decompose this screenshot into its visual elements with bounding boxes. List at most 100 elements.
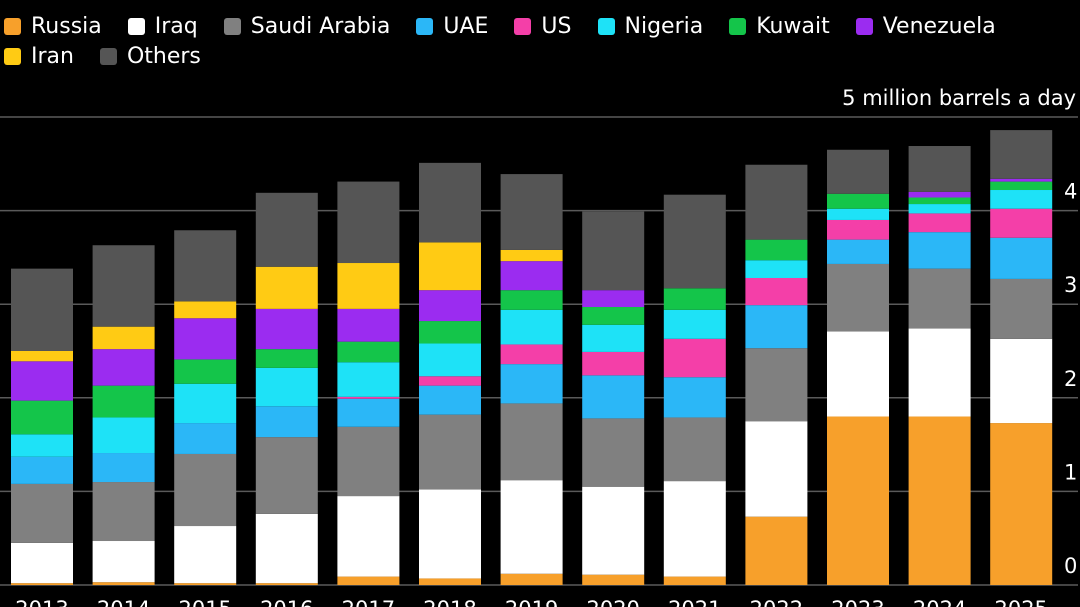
bar-2015-iraq — [174, 526, 237, 584]
legend-label: Others — [126, 43, 201, 69]
bar-2015-uae — [174, 423, 237, 454]
x-tick-label-2019: 2019 — [505, 597, 558, 607]
bar-2016-venezuela — [255, 308, 318, 350]
bar-2019-russia — [500, 573, 563, 585]
bar-2019-kuwait — [500, 290, 563, 310]
bar-2025-venezuela — [990, 178, 1053, 182]
bar-2014-russia — [92, 582, 155, 585]
bar-2021-kuwait — [663, 288, 726, 310]
bar-2013-saudi-arabia — [11, 483, 73, 543]
bar-2013-russia — [11, 583, 73, 585]
x-tick-label-2018: 2018 — [423, 597, 476, 607]
bar-2020-others — [582, 211, 645, 291]
bar-2015-russia — [174, 583, 237, 585]
bar-2018-kuwait — [419, 321, 481, 344]
bar-2022-saudi-arabia — [745, 348, 808, 422]
bar-2014-uae — [92, 453, 155, 483]
bar-2014-nigeria — [92, 417, 155, 454]
legend-item-venezuela: Venezuela — [855, 14, 996, 39]
legend-swatch-kuwait — [729, 17, 747, 35]
bar-2017-iraq — [337, 496, 400, 577]
bar-2016-others — [255, 192, 318, 267]
bar-2018-nigeria — [419, 343, 481, 377]
legend-swatch-saudi-arabia — [223, 17, 241, 35]
bar-2015-others — [174, 230, 237, 302]
legend-item-us: US — [514, 14, 572, 39]
bar-2020-venezuela — [582, 290, 645, 308]
legend-swatch-iraq — [127, 17, 145, 35]
legend-swatch-russia — [4, 17, 21, 35]
legend-swatch-iran — [4, 47, 21, 65]
bar-2018-iraq — [419, 489, 481, 579]
bar-2024-saudi-arabia — [908, 268, 971, 329]
bar-2014-saudi-arabia — [92, 482, 155, 542]
bar-2024-others — [908, 146, 971, 192]
bar-2021-others — [663, 194, 726, 289]
x-tick-label-2022: 2022 — [750, 597, 803, 607]
bar-2025-uae — [990, 237, 1053, 279]
bar-2021-nigeria — [663, 309, 726, 339]
bar-2020-nigeria — [582, 324, 645, 352]
legend-swatch-us — [514, 17, 532, 35]
x-tick-label-2015: 2015 — [178, 597, 231, 607]
legend-swatch-others — [99, 47, 117, 65]
legend-item-kuwait: Kuwait — [729, 13, 830, 39]
y-tick-label-2: 2 — [1064, 367, 1077, 391]
legend-label: Russia — [31, 13, 102, 39]
x-tick-label-2016: 2016 — [260, 597, 313, 607]
legend-item-saudi-arabia: Saudi Arabia — [223, 13, 391, 39]
bar-2015-venezuela — [174, 318, 237, 360]
bar-2019-iraq — [500, 480, 563, 574]
bar-2015-iran — [174, 301, 237, 319]
bar-2020-saudi-arabia — [582, 418, 645, 487]
bar-2016-nigeria — [255, 367, 318, 407]
bar-2017-iran — [337, 263, 400, 309]
bar-2024-us — [908, 213, 971, 233]
bar-2021-saudi-arabia — [663, 417, 726, 482]
bar-2018-saudi-arabia — [419, 414, 481, 490]
legend-label: Saudi Arabia — [250, 13, 391, 39]
bar-2022-others — [745, 164, 808, 240]
bar-2020-iraq — [582, 486, 645, 575]
bar-2025-saudi-arabia — [990, 278, 1053, 339]
x-tick-label-2024: 2024 — [913, 597, 966, 607]
legend: Russia Iraq Saudi Arabia UAE US Nigeria Kuwait… — [4, 13, 1064, 69]
bar-2023-iraq — [827, 331, 889, 417]
bar-2024-nigeria — [908, 204, 971, 214]
bar-2013-venezuela — [11, 361, 73, 401]
legend-item-nigeria: Nigeria — [597, 13, 704, 39]
bar-2019-us — [500, 344, 563, 365]
bar-2022-nigeria — [745, 260, 808, 278]
y-tick-label-4: 4 — [1064, 180, 1077, 204]
x-tick-label-2021: 2021 — [668, 597, 721, 607]
bar-2024-kuwait — [908, 197, 971, 205]
bar-2016-uae — [255, 406, 318, 438]
bars — [11, 130, 1053, 585]
bar-2013-iraq — [11, 542, 73, 584]
bar-2015-nigeria — [174, 383, 237, 424]
bar-2022-iraq — [745, 421, 808, 517]
bar-2017-nigeria — [337, 362, 400, 397]
legend-label: Kuwait — [756, 13, 830, 39]
bar-2016-russia — [255, 583, 318, 585]
bar-2016-iran — [255, 266, 318, 309]
x-tick-label-2014: 2014 — [97, 597, 150, 607]
bar-2018-us — [419, 376, 481, 386]
legend-label: UAE — [443, 13, 489, 39]
bar-2023-us — [827, 219, 889, 240]
bar-2023-uae — [827, 239, 889, 264]
bar-2019-venezuela — [500, 261, 563, 291]
x-tick-label-2025: 2025 — [994, 597, 1047, 607]
bar-2025-nigeria — [990, 190, 1053, 209]
bar-2023-saudi-arabia — [827, 263, 889, 332]
x-tick-label-2023: 2023 — [831, 597, 884, 607]
legend-label: Nigeria — [624, 13, 704, 39]
legend-item-iran: Iran — [4, 44, 74, 69]
y-tick-labels: 0 1 2 3 4 — [1064, 180, 1077, 578]
bar-2020-uae — [582, 375, 645, 419]
bar-2020-us — [582, 351, 645, 376]
bar-2018-uae — [419, 385, 481, 415]
y-tick-label-3: 3 — [1064, 273, 1077, 297]
bar-2019-iran — [500, 249, 563, 262]
bar-2023-nigeria — [827, 208, 889, 220]
